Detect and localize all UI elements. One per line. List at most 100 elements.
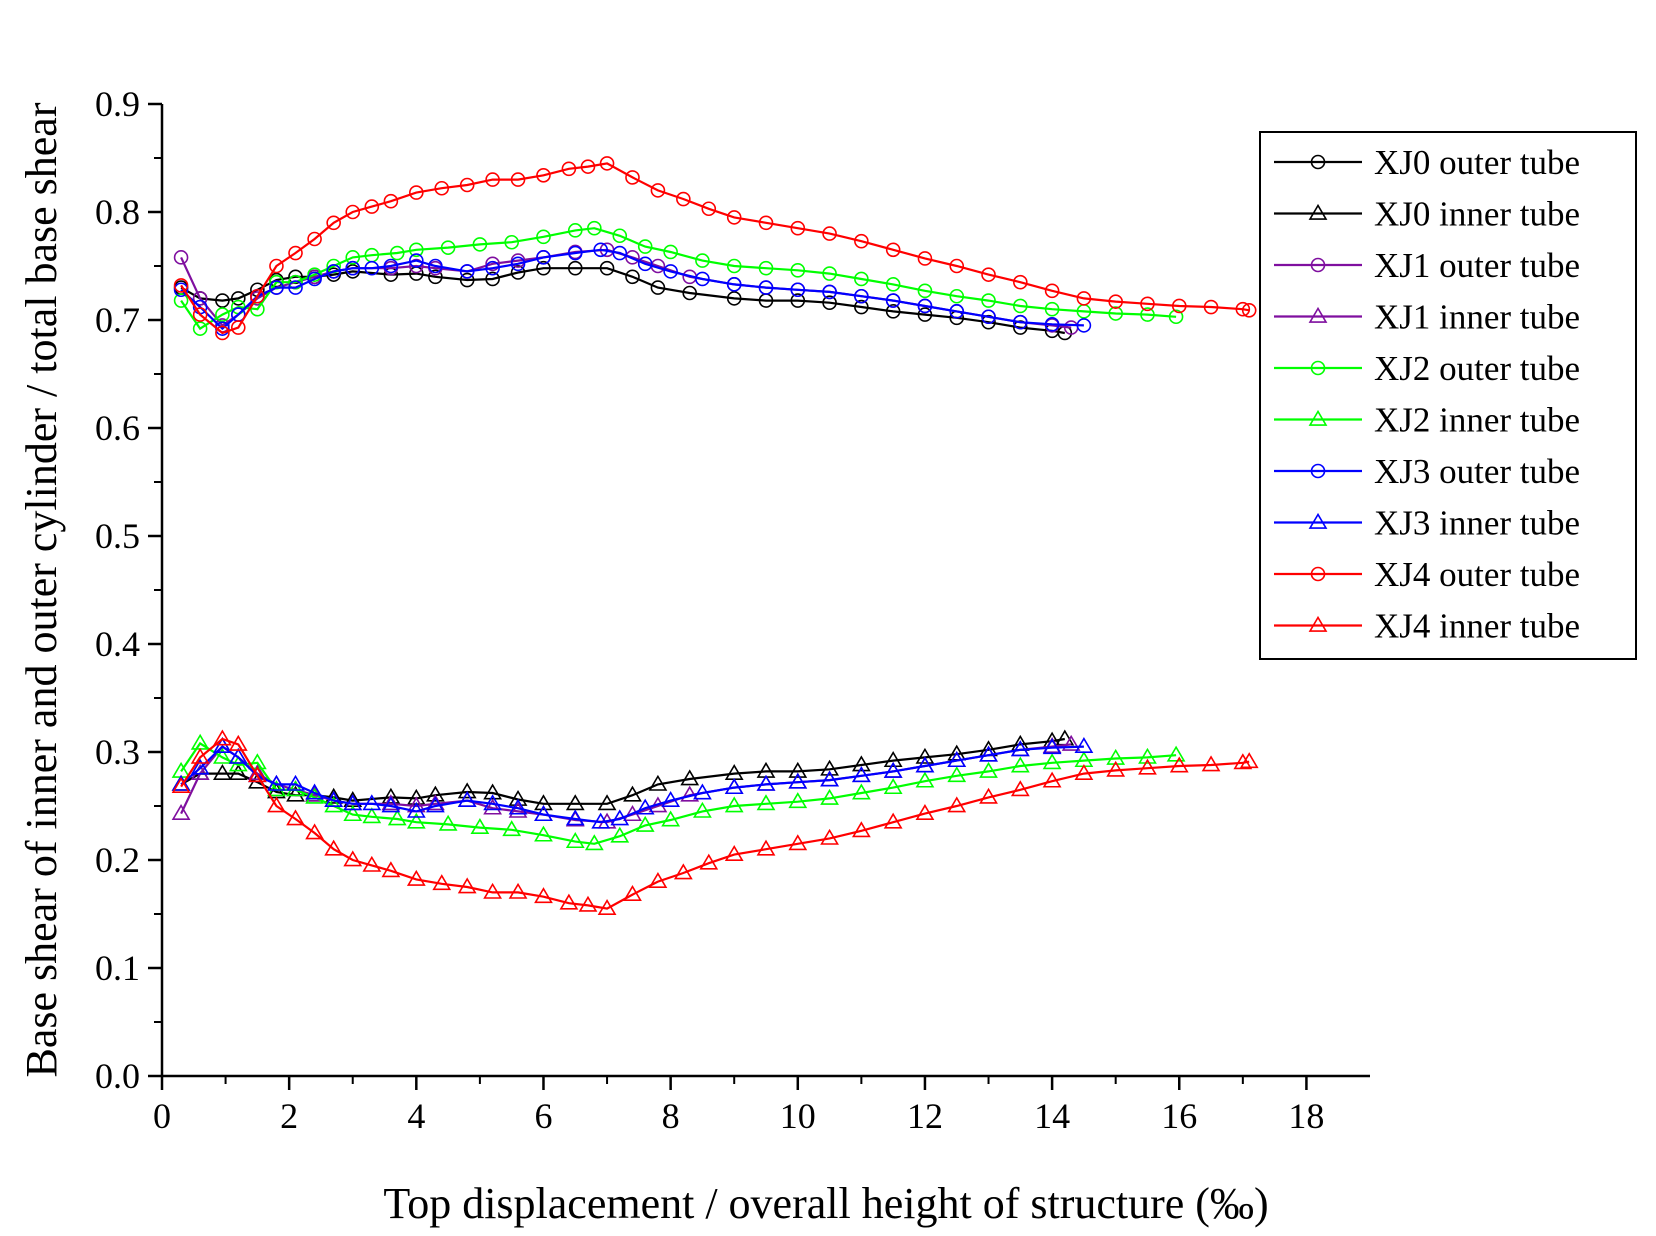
data-point (790, 293, 806, 308)
data-point (536, 250, 551, 265)
data-point (949, 258, 965, 274)
data-point (1166, 745, 1186, 762)
data-point (637, 239, 653, 254)
data-point (1241, 302, 1257, 318)
data-point (981, 267, 996, 282)
data-point (343, 794, 363, 811)
data-point (536, 260, 551, 276)
data-point (1013, 274, 1028, 290)
data-point (1201, 755, 1221, 772)
series-xj3-outer-tube (173, 242, 1092, 336)
series-line (180, 737, 1250, 910)
data-point (822, 295, 837, 311)
y-tick-label: 0.5 (95, 516, 140, 556)
legend-item: XJ2 inner tube (1274, 401, 1580, 440)
data-point (171, 803, 191, 820)
data-point (1044, 317, 1060, 332)
data-point (305, 783, 324, 800)
data-point (324, 796, 344, 813)
data-point (1140, 307, 1155, 322)
data-point (406, 801, 426, 818)
data-point (534, 794, 553, 811)
data-point (425, 794, 445, 811)
data-point (173, 250, 189, 265)
data-point (758, 215, 774, 231)
legend-label: XJ1 inner tube (1374, 298, 1580, 337)
data-point (504, 234, 519, 250)
data-point (534, 825, 553, 842)
data-point (726, 291, 742, 306)
data-point (981, 314, 996, 330)
data-point (1074, 764, 1094, 781)
data-point (286, 785, 305, 802)
data-point (610, 826, 630, 843)
data-point (587, 220, 602, 236)
data-point (1140, 296, 1155, 312)
data-point (459, 264, 475, 279)
data-point (1044, 301, 1060, 317)
data-point (1108, 306, 1123, 321)
data-point (1010, 756, 1030, 773)
data-point (625, 250, 640, 265)
legend-item: XJ2 outer tube (1274, 349, 1580, 388)
data-point (883, 812, 903, 829)
data-point (591, 812, 611, 829)
data-point (915, 747, 935, 764)
x-tick-label: 6 (534, 1096, 552, 1136)
data-point (425, 785, 445, 802)
data-point (305, 787, 324, 804)
data-point (267, 796, 286, 813)
data-point (650, 280, 666, 295)
data-point (790, 220, 806, 236)
data-point (215, 325, 230, 341)
data-point (758, 260, 774, 276)
data-point (979, 745, 998, 762)
data-point (790, 282, 806, 298)
data-point (724, 778, 744, 795)
y-axis-title: Base shear of inner and outer cylinder /… (17, 102, 66, 1077)
data-point (820, 828, 839, 845)
data-point (389, 245, 405, 261)
plot-area (171, 156, 1259, 916)
y-tick-label: 0.4 (95, 624, 140, 664)
data-point (580, 159, 596, 174)
x-tick-label: 10 (780, 1096, 816, 1136)
data-point (383, 258, 399, 274)
data-point (851, 783, 871, 800)
data-point (345, 204, 361, 220)
data-point (726, 277, 742, 292)
legend-marker (1310, 360, 1326, 376)
data-point (1169, 756, 1189, 773)
data-point (343, 805, 363, 822)
y-tick-label: 0.7 (95, 300, 140, 340)
data-point (851, 766, 871, 783)
data-point (1138, 747, 1157, 764)
x-tick-label: 8 (662, 1096, 680, 1136)
data-point (917, 283, 933, 299)
data-point (854, 271, 869, 287)
legend-marker (1310, 257, 1326, 273)
data-point (362, 807, 382, 824)
data-point (1106, 748, 1126, 765)
data-point (676, 191, 691, 207)
legend-label: XJ0 outer tube (1374, 143, 1580, 182)
data-point (693, 801, 712, 818)
data-point (230, 291, 246, 306)
legend-item: XJ1 inner tube (1274, 298, 1580, 337)
legend-label: XJ3 inner tube (1374, 504, 1580, 543)
data-point (610, 809, 630, 826)
data-point (915, 756, 935, 773)
data-point (324, 787, 344, 804)
data-point (387, 809, 407, 826)
x-axis-title: Top displacement / overall height of str… (383, 1179, 1268, 1228)
data-point (286, 780, 305, 797)
data-point (724, 845, 744, 862)
legend-marker (1308, 306, 1328, 323)
series-xj1-outer-tube (173, 242, 1079, 335)
data-point (307, 271, 322, 287)
data-point (409, 242, 424, 258)
data-point (326, 215, 341, 231)
y-tick-label: 0.3 (95, 732, 140, 772)
data-point (173, 293, 189, 308)
data-point (485, 260, 500, 276)
